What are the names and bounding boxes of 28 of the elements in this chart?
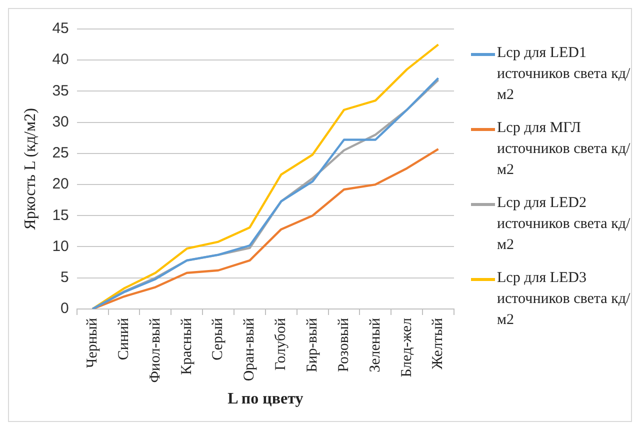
x-tick-label: Синий: [116, 318, 132, 360]
y-tick-label: 35: [52, 82, 69, 100]
y-tick-label: 10: [52, 238, 69, 255]
x-tick-label: Оран-вый: [242, 318, 258, 382]
legend-label: Lср для LED2 источников света кд/м2: [497, 194, 631, 255]
y-tick-label: 25: [52, 144, 69, 162]
y-tick-label: 20: [52, 176, 69, 193]
y-tick-label: 40: [52, 51, 69, 68]
x-tick-label: Голубой: [273, 318, 290, 371]
y-tick-label: 15: [52, 206, 69, 224]
x-tick-label: Серый: [210, 318, 226, 360]
y-tick-label: 45: [52, 20, 69, 38]
x-tick-label: Розовый: [336, 318, 352, 372]
legend-label: Lср для МГЛ источников света кд/м2: [497, 119, 631, 180]
x-tick-label: Бир-вый: [304, 318, 321, 372]
x-tick-label: Красный: [178, 318, 195, 375]
y-tick-label: 30: [52, 113, 69, 130]
x-axis-title: L по цвету: [228, 390, 304, 408]
x-tick-label: Черный: [84, 318, 101, 368]
legend-label: Lср для LED3 источников света кд/м2: [497, 269, 631, 330]
x-tick-label: Блед-жел: [398, 317, 415, 378]
x-tick-label: Зеленый: [367, 318, 384, 372]
x-tick-label: Фиол-вый: [147, 318, 164, 383]
x-tick-label: Желтый: [430, 318, 446, 370]
y-tick-label: 0: [60, 300, 69, 318]
y-tick-label: 5: [60, 268, 69, 286]
y-axis-title: Яркость L (кд/м2): [22, 108, 39, 230]
legend-label: Lср для LED1 источников света кд/м2: [497, 44, 631, 105]
